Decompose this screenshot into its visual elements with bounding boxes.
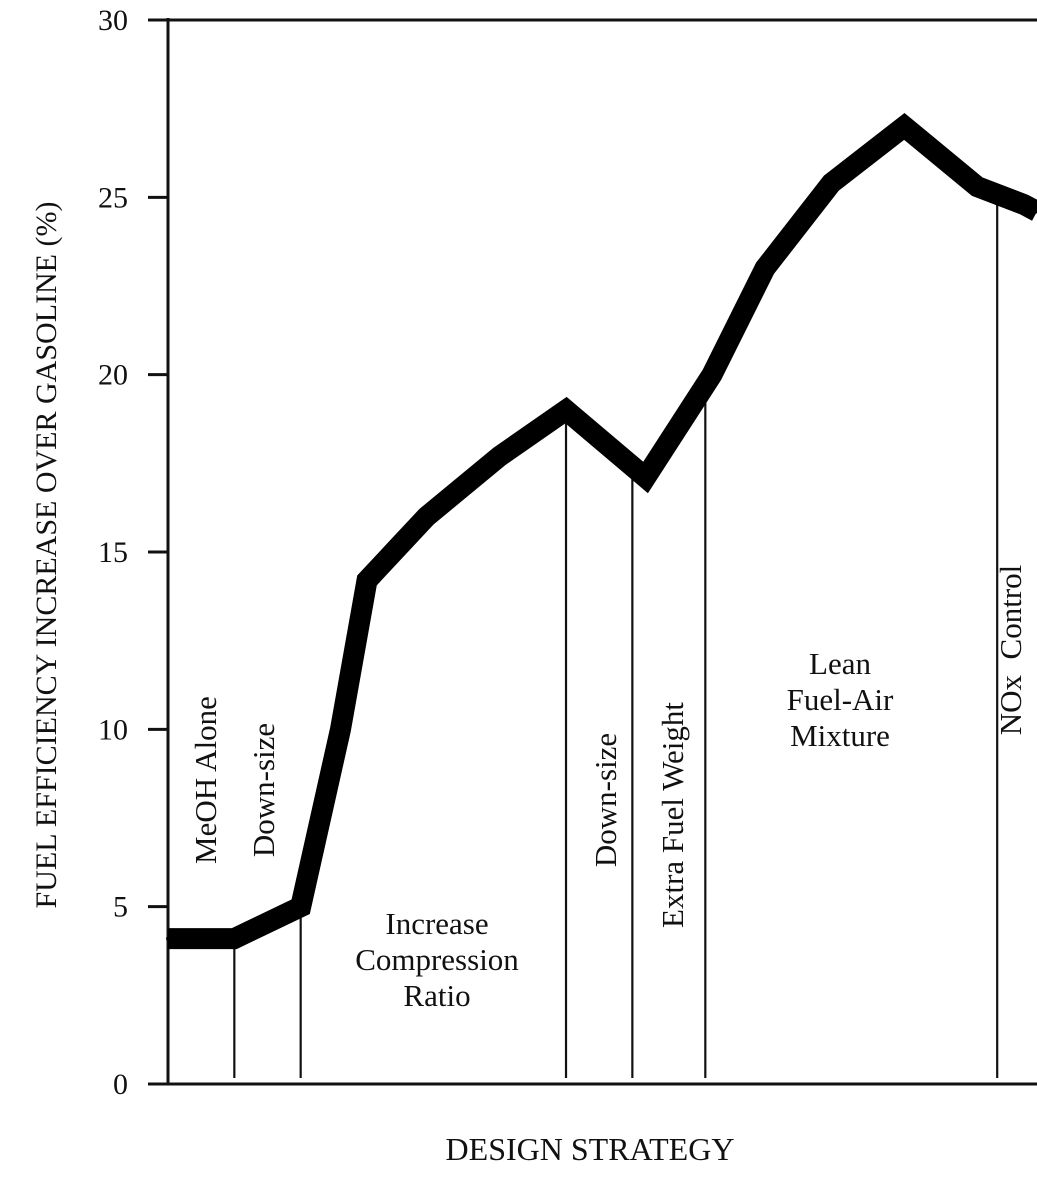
y-tick-label: 20	[98, 359, 128, 392]
data-point	[709, 372, 714, 377]
data-point	[1021, 202, 1026, 207]
strategy-dividers	[233, 194, 999, 1078]
strategy-label-line: Lean	[809, 646, 871, 681]
data-point	[166, 936, 170, 941]
y-ticks: 0 5 10 15 20 25 30	[98, 4, 168, 1101]
data-point	[763, 266, 768, 271]
strategy-label-line: Compression	[355, 942, 519, 977]
data-point	[564, 408, 569, 413]
strategy-label-line: Ratio	[403, 978, 470, 1013]
y-tick-label: 25	[98, 181, 128, 214]
y-tick-label: 15	[98, 536, 128, 569]
data-point	[298, 904, 303, 909]
strategy-labels: MeOH Alone Down-size IncreaseCompressionRa…	[188, 565, 1028, 1013]
data-point	[643, 475, 648, 480]
strategy-label-line: Mixture	[790, 718, 890, 753]
data-point	[975, 184, 980, 189]
data-point	[902, 124, 907, 129]
strategy-label: Extra Fuel Weight	[655, 702, 690, 928]
data-point	[497, 454, 502, 459]
strategy-label: Down-size	[246, 723, 281, 857]
y-axis-label: FUEL EFFICIENCY INCREASE OVER GASOLINE (…	[30, 202, 63, 909]
y-tick-label: 10	[98, 713, 128, 746]
data-point	[232, 936, 237, 941]
data-point	[424, 514, 429, 519]
strategy-label: Down-size	[588, 733, 623, 867]
strategy-label: NOx Control	[993, 565, 1028, 736]
efficiency-line	[168, 112, 1037, 950]
strategy-label-line: Fuel-Air	[787, 682, 894, 717]
strategy-label-line: Increase	[385, 906, 488, 941]
y-tick-label: 5	[113, 891, 128, 924]
series	[166, 112, 1037, 950]
data-point	[338, 727, 343, 732]
y-tick-label: 30	[98, 4, 128, 37]
data-point	[365, 578, 370, 583]
y-tick-label: 0	[113, 1068, 128, 1101]
x-axis-label: DESIGN STRATEGY	[446, 1131, 735, 1167]
data-point	[829, 181, 834, 186]
strategy-label: MeOH Alone	[188, 696, 223, 864]
